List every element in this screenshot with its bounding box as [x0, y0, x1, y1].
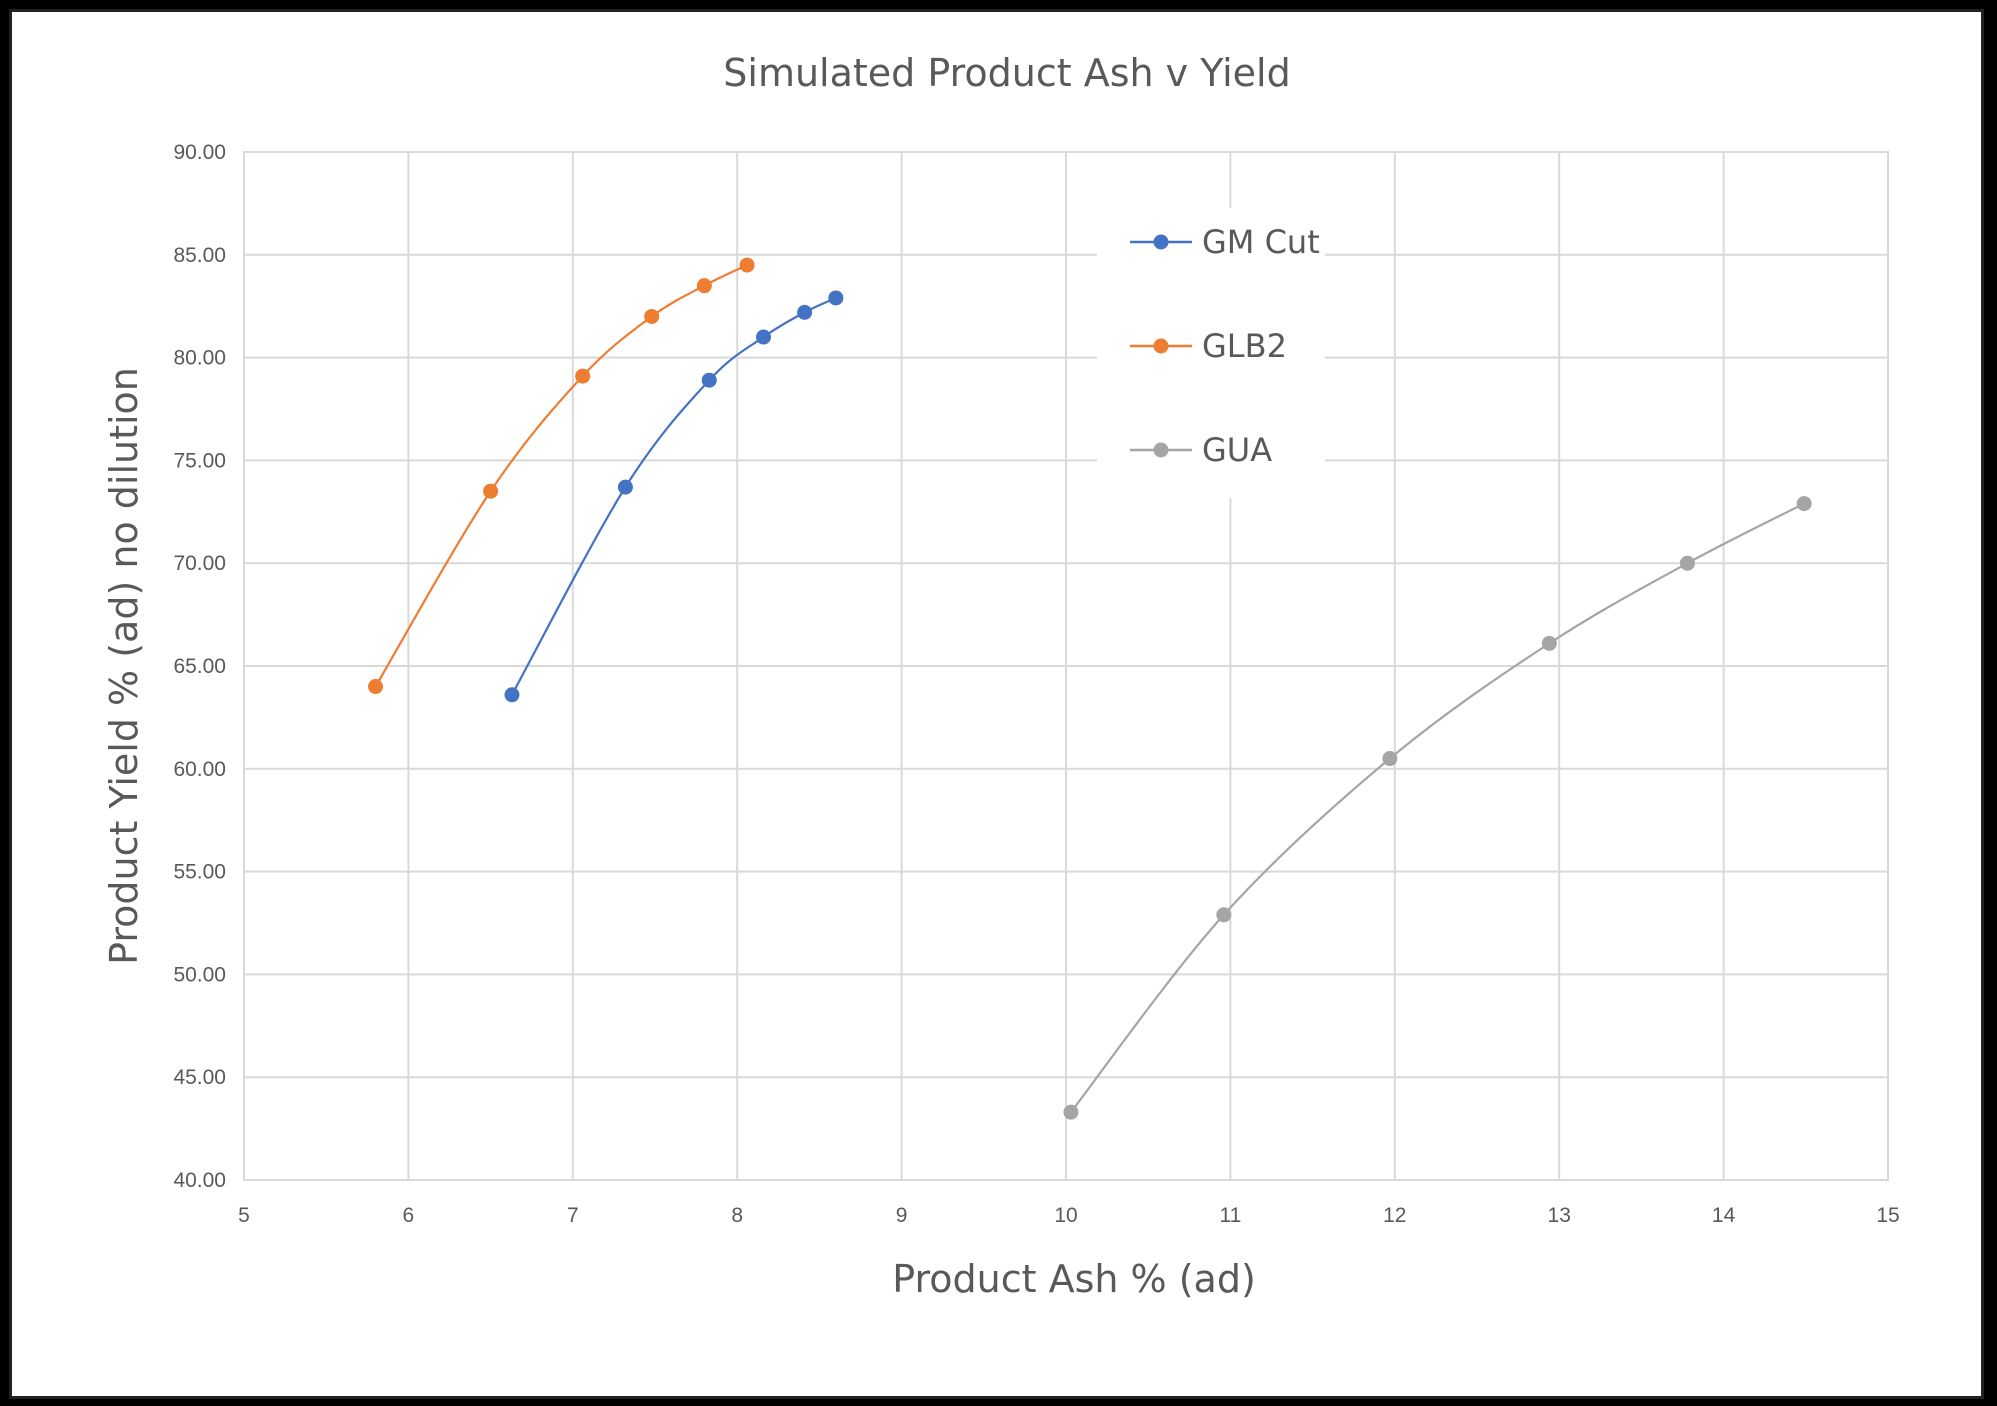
x-tick-label: 9	[896, 1204, 908, 1227]
y-tick-label: 90.00	[173, 141, 226, 164]
x-tick-label: 13	[1548, 1204, 1571, 1227]
data-point	[1063, 1104, 1079, 1120]
series-gua	[1063, 496, 1812, 1120]
x-tick-label: 5	[238, 1204, 250, 1227]
data-point	[368, 679, 384, 695]
data-point	[575, 368, 591, 384]
series-line	[374, 264, 748, 688]
legend-swatch-marker	[1153, 338, 1169, 354]
y-tick-label: 60.00	[173, 758, 226, 781]
legend-label: GLB2	[1202, 327, 1287, 365]
series-layer	[368, 257, 1812, 1120]
data-point	[644, 308, 660, 324]
data-point	[696, 278, 712, 294]
data-point	[483, 483, 499, 499]
grid-layer	[243, 151, 1889, 1181]
series-gm-cut	[504, 290, 844, 703]
chart-svg: Simulated Product Ash v Yield 5 6 7 8 9 10 11 1…	[102, 51, 1900, 1301]
legend: GM Cut GLB2 GUA	[1097, 208, 1325, 498]
data-point	[828, 290, 844, 306]
data-point	[797, 304, 813, 320]
series-line	[1070, 502, 1805, 1113]
data-point	[1679, 555, 1695, 571]
x-axis-title: Product Ash % (ad)	[892, 1257, 1256, 1301]
y-tick-label: 70.00	[173, 552, 226, 575]
x-tick-label: 12	[1383, 1204, 1406, 1227]
data-point	[739, 257, 755, 273]
legend-item: GUA	[1130, 431, 1272, 469]
y-tick-label: 80.00	[173, 347, 226, 370]
data-point	[701, 372, 717, 388]
plot-area	[243, 151, 1889, 1181]
tick-layer: 5 6 7 8 9 10 11 12 13 14 15 40.00 45.00 50.00 55.00 60.…	[173, 141, 1899, 1227]
x-tick-label: 6	[403, 1204, 415, 1227]
y-tick-label: 50.00	[173, 963, 226, 986]
chart-title: Simulated Product Ash v Yield	[723, 51, 1290, 95]
x-tick-label: 11	[1219, 1204, 1241, 1227]
legend-item: GM Cut	[1130, 223, 1320, 261]
data-point	[1541, 635, 1557, 651]
y-tick-label: 75.00	[173, 449, 226, 472]
data-point	[756, 329, 772, 345]
y-tick-label: 65.00	[173, 655, 226, 678]
x-tick-label: 14	[1712, 1204, 1736, 1227]
x-tick-label: 10	[1054, 1204, 1077, 1227]
legend-item: GLB2	[1130, 327, 1287, 365]
data-point	[504, 687, 520, 703]
legend-swatch-marker	[1153, 442, 1169, 458]
y-axis-title: Product Yield % (ad) no dilution	[102, 367, 146, 965]
data-point	[1382, 751, 1398, 767]
chart-frame: Simulated Product Ash v Yield 5 6 7 8 9 10 11 1…	[9, 9, 1984, 1399]
data-point	[1796, 496, 1812, 512]
x-tick-label: 7	[567, 1204, 579, 1227]
series-glb2	[368, 257, 755, 695]
x-tick-label: 8	[731, 1204, 743, 1227]
y-tick-label: 45.00	[173, 1066, 226, 1089]
data-point	[617, 479, 633, 495]
y-tick-label: 85.00	[173, 244, 226, 267]
legend-swatch-marker	[1153, 234, 1169, 250]
x-tick-label: 15	[1876, 1204, 1899, 1227]
legend-label: GM Cut	[1202, 223, 1320, 261]
y-tick-label: 55.00	[173, 861, 226, 884]
legend-label: GUA	[1202, 431, 1272, 469]
data-point	[1216, 907, 1232, 923]
y-tick-label: 40.00	[173, 1169, 226, 1192]
